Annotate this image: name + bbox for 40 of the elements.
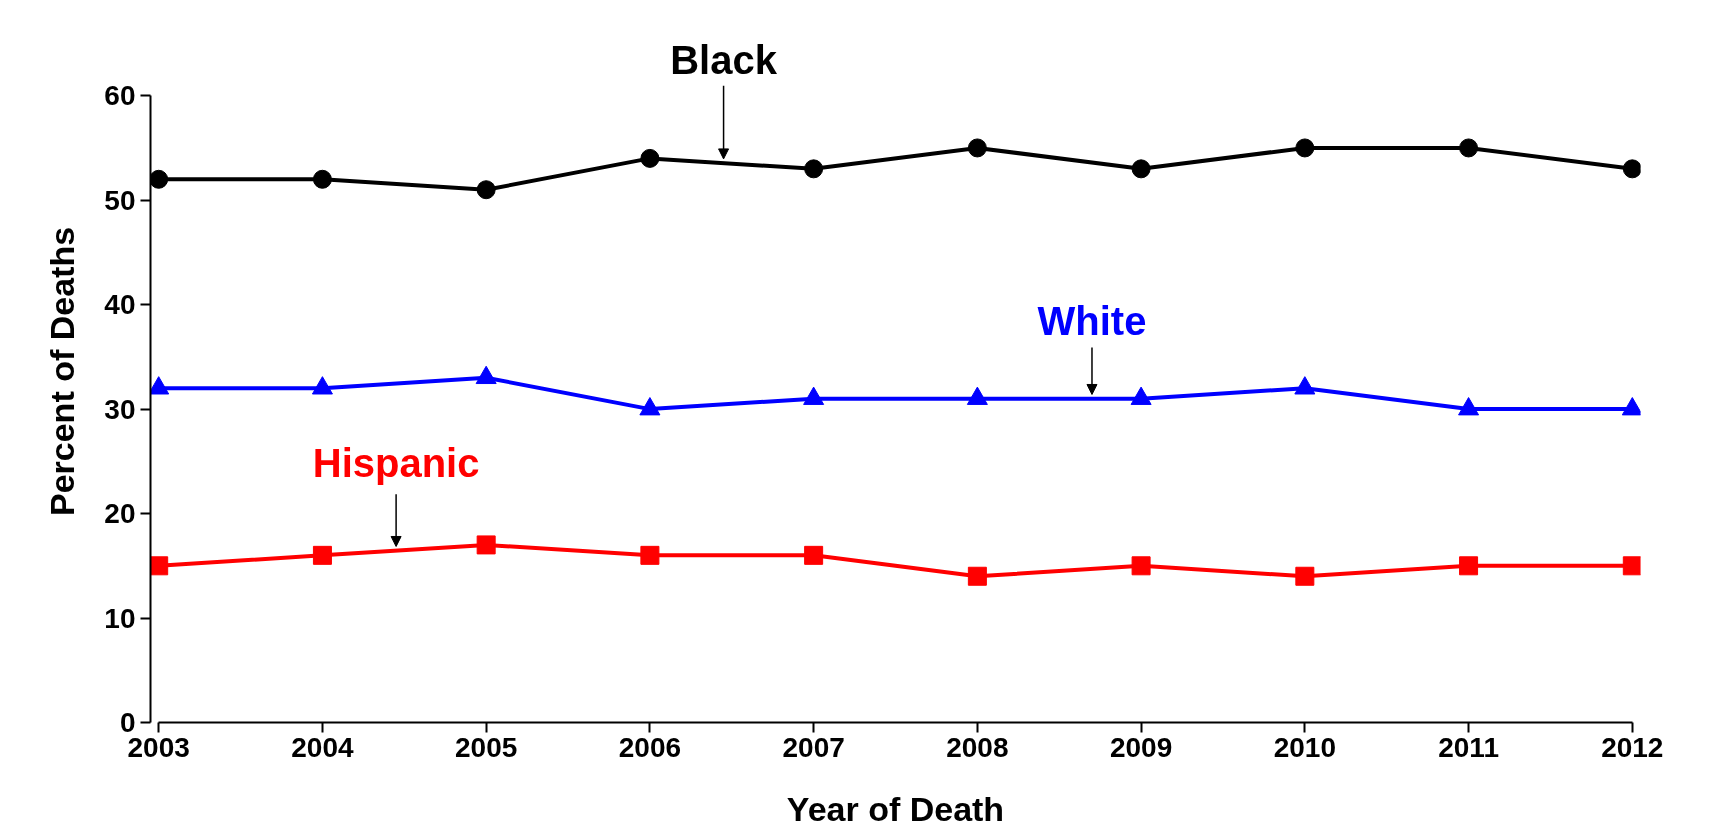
point — [312, 545, 332, 565]
point — [967, 566, 987, 586]
point — [1295, 566, 1315, 586]
x-tick-label: 2011 — [1438, 731, 1499, 763]
y-tick-label: 50 — [104, 184, 136, 216]
x-tick-label: 2010 — [1273, 731, 1336, 763]
point — [640, 148, 660, 168]
point — [1131, 159, 1151, 179]
point — [1622, 159, 1641, 179]
x-tick-label: 2004 — [291, 731, 354, 763]
point — [967, 138, 987, 158]
point — [150, 169, 169, 189]
point — [1295, 138, 1315, 158]
y-tick-label: 40 — [104, 289, 136, 321]
y-tick-label: 10 — [104, 602, 136, 634]
point — [1459, 556, 1479, 576]
point — [476, 180, 496, 200]
series-label: Black — [670, 37, 778, 82]
point — [1459, 138, 1479, 158]
point — [804, 159, 824, 179]
point — [150, 556, 169, 576]
point — [476, 535, 496, 555]
point — [1622, 556, 1641, 576]
point — [640, 545, 660, 565]
y-tick-label: 60 — [104, 80, 136, 112]
x-axis-title: Year of Death — [786, 789, 1005, 828]
x-tick-label: 2012 — [1601, 731, 1664, 763]
x-tick-label: 2007 — [782, 731, 845, 763]
y-tick-label: 30 — [104, 393, 136, 425]
point — [1131, 556, 1151, 576]
y-axis-title: Percent of Deaths — [43, 226, 82, 517]
series-label: Hispanic — [312, 440, 480, 485]
y-tick-label: 20 — [104, 498, 136, 530]
x-tick-label: 2009 — [1109, 731, 1173, 763]
point — [804, 545, 824, 565]
x-tick-label: 2006 — [618, 731, 682, 763]
x-tick-label: 2008 — [946, 731, 1009, 763]
series-label: White — [1037, 299, 1147, 344]
point — [312, 169, 332, 189]
x-tick-label: 2005 — [455, 731, 518, 763]
